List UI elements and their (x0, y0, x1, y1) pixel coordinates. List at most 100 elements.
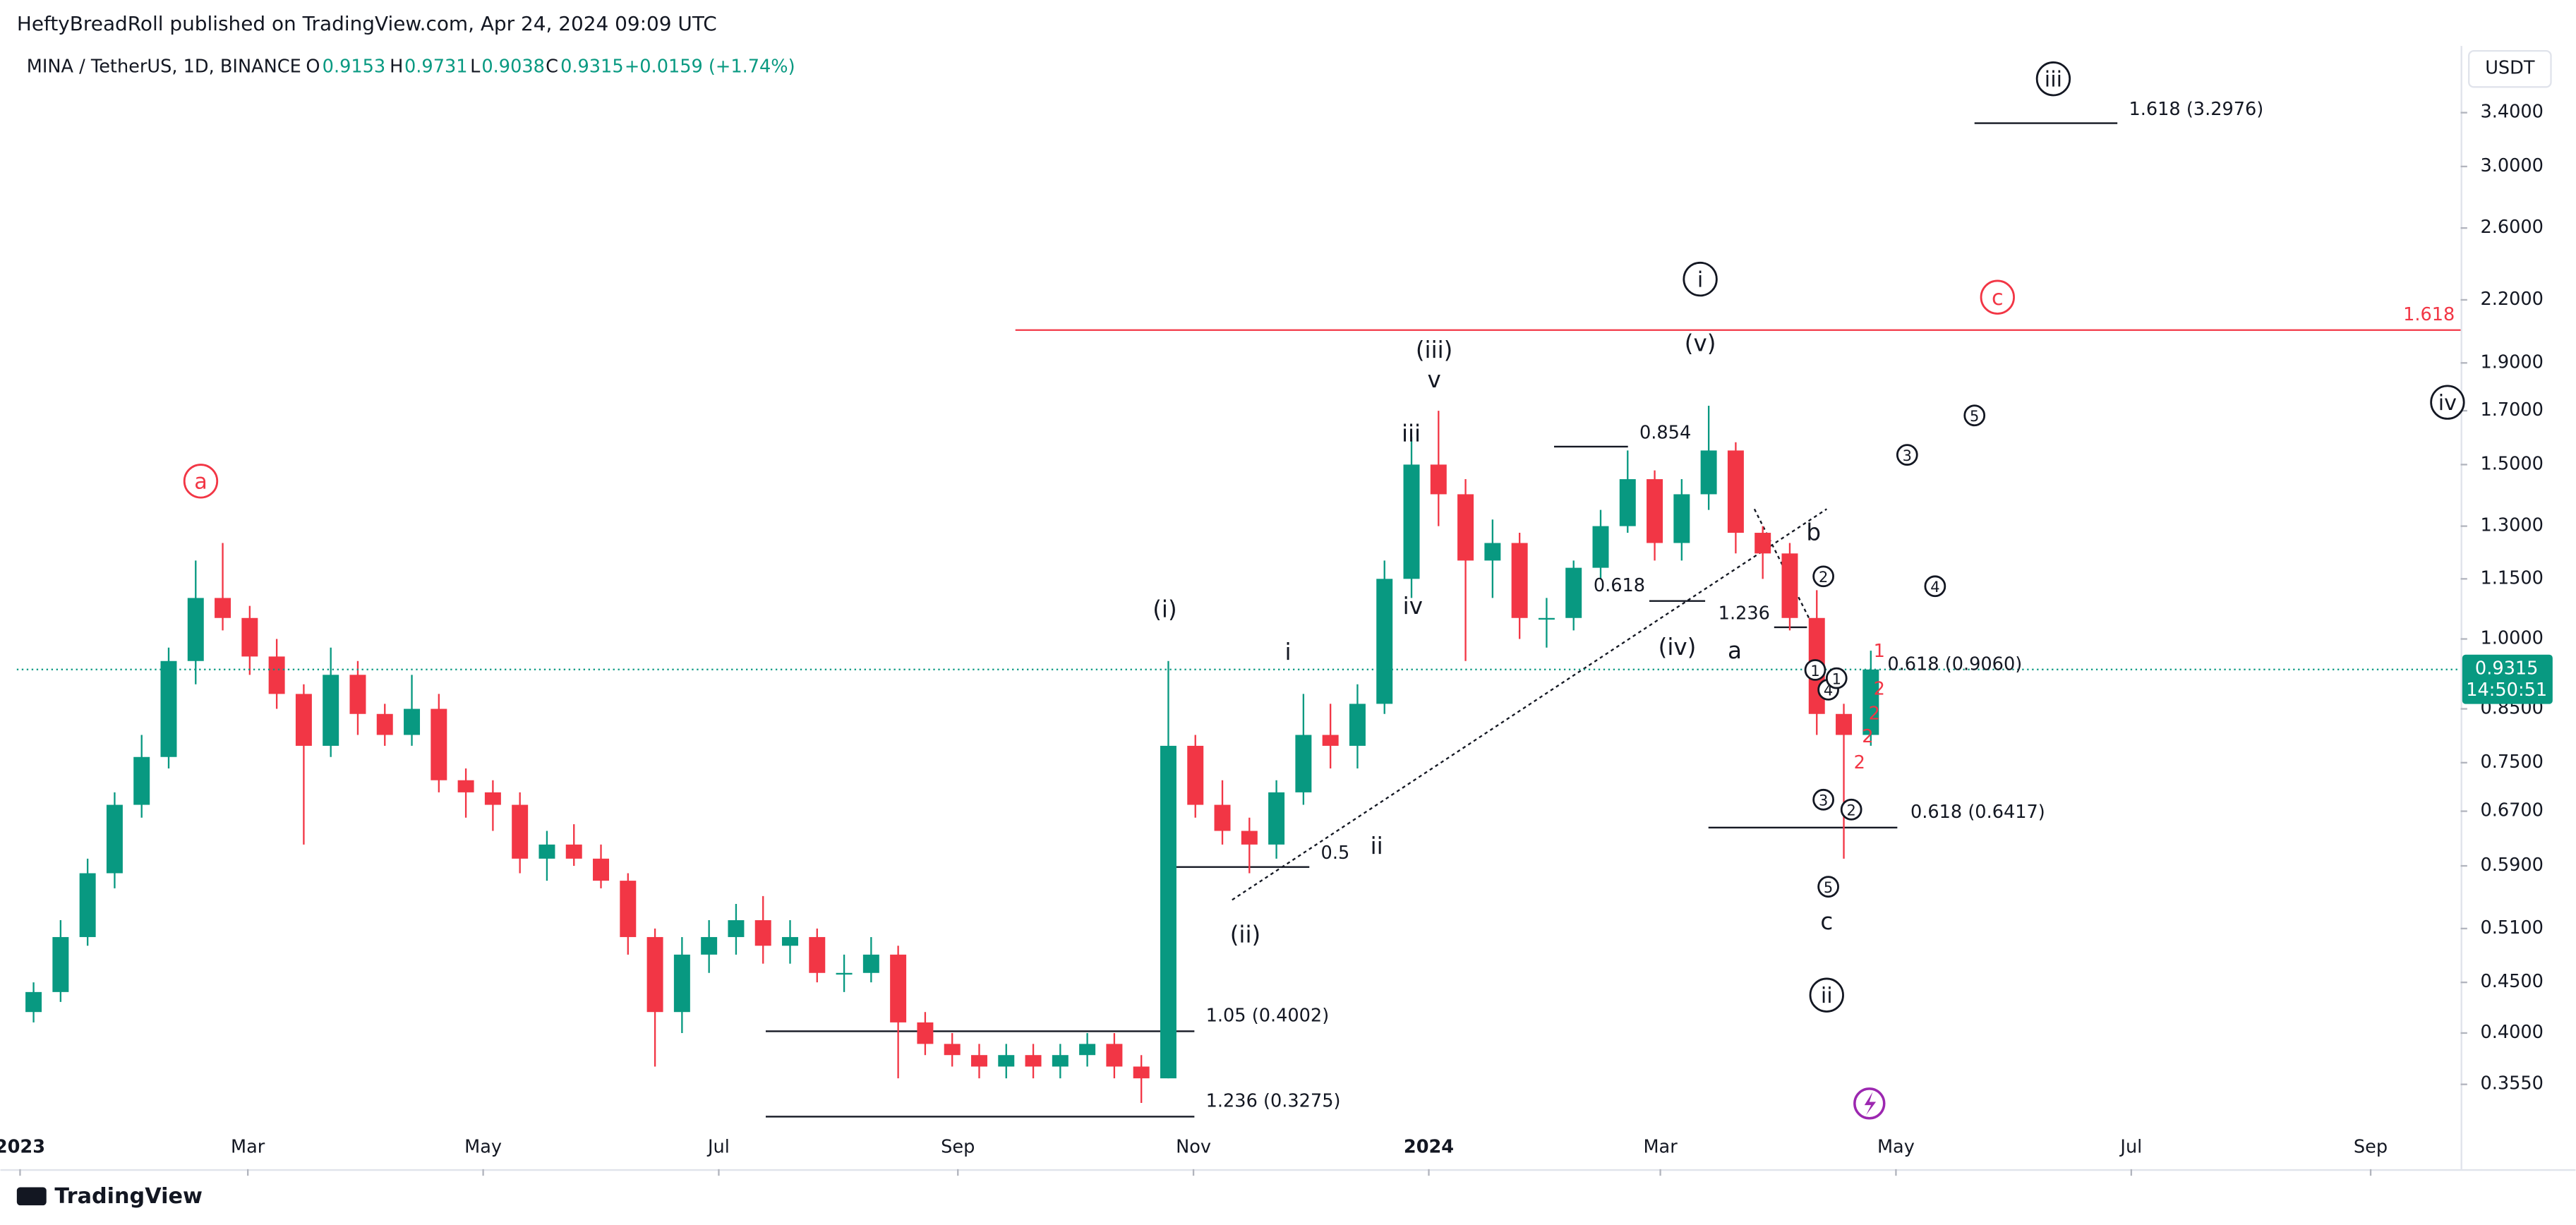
y-tick-label: 0.4500 (2480, 971, 2543, 992)
wave-label: (ii) (1230, 921, 1261, 948)
wave-label: ii (1821, 984, 1833, 1008)
fib-label: 1.618 (3.2976) (2129, 99, 2263, 120)
candle-body (1295, 735, 1312, 792)
countdown: 14:50:51 (2466, 680, 2547, 701)
x-tick-label: May (1877, 1137, 1915, 1158)
candle-body (1403, 464, 1420, 579)
candle-body (268, 656, 285, 694)
candle-body (1322, 735, 1339, 746)
candle-body (295, 694, 312, 746)
candle-body (836, 972, 853, 975)
annotation-circle (1809, 977, 1844, 1013)
candle-body (25, 991, 42, 1013)
wave-label: 1 (1832, 670, 1841, 687)
candle-body (241, 617, 258, 657)
annotation-circle (1817, 876, 1839, 898)
wave-label: 3 (1903, 447, 1912, 464)
wave-label: a (194, 470, 207, 495)
y-tick-label: 0.7500 (2480, 752, 2543, 773)
y-tick-label: 3.4000 (2480, 102, 2543, 123)
wave-label: 2 (1874, 678, 1885, 699)
x-tick-label: Jul (706, 1137, 730, 1158)
candles (25, 405, 1879, 1103)
close-label: C (546, 56, 558, 77)
wave-label: 4 (1930, 579, 1939, 596)
wave-label: i (1284, 639, 1291, 665)
x-tick-label: 2023 (0, 1137, 45, 1158)
axes: 3.4000 3.0000 2.6000 2.2000 1.9000 1.7000 1.50… (0, 102, 2544, 1176)
fib-label: 0.618 (1594, 575, 1645, 596)
candle-body (890, 954, 907, 1022)
candle-body (1836, 713, 1853, 735)
wave-label: (i) (1152, 596, 1176, 623)
y-tick-label: 0.5900 (2480, 855, 2543, 876)
candle-body (484, 792, 501, 805)
change: +0.0159 (+1.74%) (625, 56, 795, 77)
candle-body (1755, 533, 1771, 554)
fib-label: 1.236 (1719, 603, 1770, 624)
candle-body (701, 936, 718, 955)
candle-body (160, 660, 177, 757)
y-tick-label: 3.0000 (2480, 155, 2543, 176)
annotation-circle (1896, 444, 1918, 466)
candle-body (1187, 745, 1204, 805)
low-value: 0.9038 (481, 56, 545, 77)
candle-body (1025, 1055, 1042, 1067)
candle-body (917, 1022, 934, 1044)
x-tick-label: 2024 (1404, 1137, 1454, 1158)
candle-body (782, 936, 798, 946)
y-tick-label: 1.9000 (2480, 351, 2543, 373)
wave-label: 2 (1862, 726, 1873, 747)
candle-body (1106, 1044, 1123, 1067)
candle-body (404, 708, 421, 735)
annotation-circle (1804, 659, 1826, 681)
annotation-circle (2430, 385, 2465, 420)
open-label: O (306, 56, 320, 77)
last-price: 0.9315 (2475, 658, 2539, 680)
fib-label: 0.5 (1321, 843, 1350, 864)
candle-body (1214, 804, 1231, 831)
candle-body (1727, 450, 1744, 533)
x-tick-label: Jul (2119, 1137, 2142, 1158)
wave-label: 5 (1970, 408, 1979, 425)
candle-body (1700, 450, 1717, 495)
y-tick-label: 2.6000 (2480, 217, 2543, 238)
candle-body (1647, 479, 1663, 543)
wave-label: iii (2045, 68, 2062, 92)
y-tick-label: 1.0000 (2480, 627, 2543, 648)
symbol: MINA / TetherUS, 1D, BINANCE (27, 56, 301, 77)
candle-body (1160, 745, 1176, 1079)
candle-body (593, 858, 610, 881)
candle-body (133, 756, 150, 805)
event-icon[interactable] (1853, 1087, 1886, 1120)
close-value: 0.9315 (560, 56, 624, 77)
candle-body (565, 844, 582, 859)
wave-label: c (1992, 286, 2004, 310)
candle-body (1511, 543, 1528, 618)
fib-label: 0.618 (0.9060) (1887, 653, 2022, 675)
published-note: HeftyBreadRoll published on TradingView.… (17, 12, 717, 35)
wave-label: ii (1371, 833, 1383, 859)
currency-box[interactable] (2468, 49, 2552, 88)
annotation-circle (1840, 798, 1862, 821)
x-tick-label: Nov (1176, 1137, 1211, 1158)
wave-label: 3 (1819, 792, 1828, 809)
currency[interactable]: USDT (2485, 58, 2535, 79)
y-tick-label: 1.3000 (2480, 515, 2543, 536)
candle-body (1133, 1066, 1150, 1079)
fib-label: 1.236 (0.3275) (1206, 1090, 1341, 1111)
candle-body (187, 598, 204, 661)
candle-body (52, 936, 69, 992)
candle-body (862, 954, 879, 973)
annotation-circle (1812, 565, 1834, 588)
annotation-circle (1980, 279, 2015, 315)
last-price-tag (2462, 654, 2553, 704)
candle-body (1619, 479, 1636, 526)
candle-body (512, 804, 529, 859)
candle-body (1484, 543, 1501, 561)
candle-body (1538, 617, 1555, 620)
annotation-circle (1825, 667, 1848, 689)
annotations: a(i)(ii)iiiiiiivv(iii)(iv)(v)iabciiciiii… (183, 61, 2465, 1111)
x-tick-label: Sep (2354, 1137, 2388, 1158)
